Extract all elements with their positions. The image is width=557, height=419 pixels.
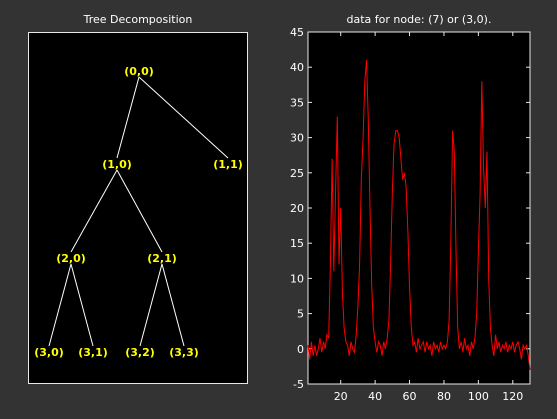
x-tick-label: 40 bbox=[368, 390, 382, 403]
tree-node-30[interactable]: (3,0) bbox=[34, 346, 64, 359]
tree-edge bbox=[48, 263, 72, 347]
tree-node-10[interactable]: (1,0) bbox=[102, 158, 132, 171]
y-tick-label: 30 bbox=[290, 132, 304, 145]
y-tick-label: 5 bbox=[297, 308, 304, 321]
x-tick-label: 80 bbox=[437, 390, 451, 403]
tree-diagram[interactable]: (0,0) (1,0) (1,1) (2,0) (2,1) (3,0) (3,1) (3,2)… bbox=[29, 33, 247, 383]
tree-panel-title: Tree Decomposition bbox=[83, 13, 193, 26]
plot-area bbox=[307, 31, 531, 385]
tree-edge bbox=[138, 76, 229, 159]
x-tick-label: 100 bbox=[468, 390, 489, 403]
tree-decomposition-panel[interactable]: (0,0) (1,0) (1,1) (2,0) (2,1) (3,0) (3,1) (3,2)… bbox=[28, 32, 248, 384]
y-tick-label: 45 bbox=[290, 26, 304, 39]
tree-node-21[interactable]: (2,1) bbox=[147, 252, 177, 265]
tree-node-00[interactable]: (0,0) bbox=[124, 65, 154, 78]
plot-panel-title: data for node: (7) or (3,0). bbox=[346, 13, 492, 26]
tree-edge bbox=[70, 263, 94, 347]
y-tick-label: 20 bbox=[290, 202, 304, 215]
x-tick-label: 120 bbox=[502, 390, 523, 403]
tree-node-20[interactable]: (2,0) bbox=[56, 252, 86, 265]
tree-node-33[interactable]: (3,3) bbox=[169, 346, 199, 359]
tree-edge bbox=[161, 263, 185, 347]
tree-node-31[interactable]: (3,1) bbox=[78, 346, 108, 359]
tree-edge bbox=[139, 263, 163, 347]
tree-node-11[interactable]: (1,1) bbox=[213, 158, 243, 171]
tree-edge bbox=[116, 76, 140, 159]
y-tick-label: 35 bbox=[290, 96, 304, 109]
x-tick-label: 60 bbox=[403, 390, 417, 403]
y-tick-label: 15 bbox=[290, 237, 304, 250]
y-tick-label: 0 bbox=[297, 343, 304, 356]
tree-edge bbox=[70, 169, 118, 253]
y-tick-label: 40 bbox=[290, 61, 304, 74]
tree-edge bbox=[116, 169, 163, 253]
signal-line bbox=[307, 60, 531, 370]
y-tick-label: -5 bbox=[293, 378, 304, 391]
x-tick-label: 20 bbox=[334, 390, 348, 403]
y-tick-label: 10 bbox=[290, 272, 304, 285]
tree-node-32[interactable]: (3,2) bbox=[125, 346, 155, 359]
y-tick-label: 25 bbox=[290, 167, 304, 180]
